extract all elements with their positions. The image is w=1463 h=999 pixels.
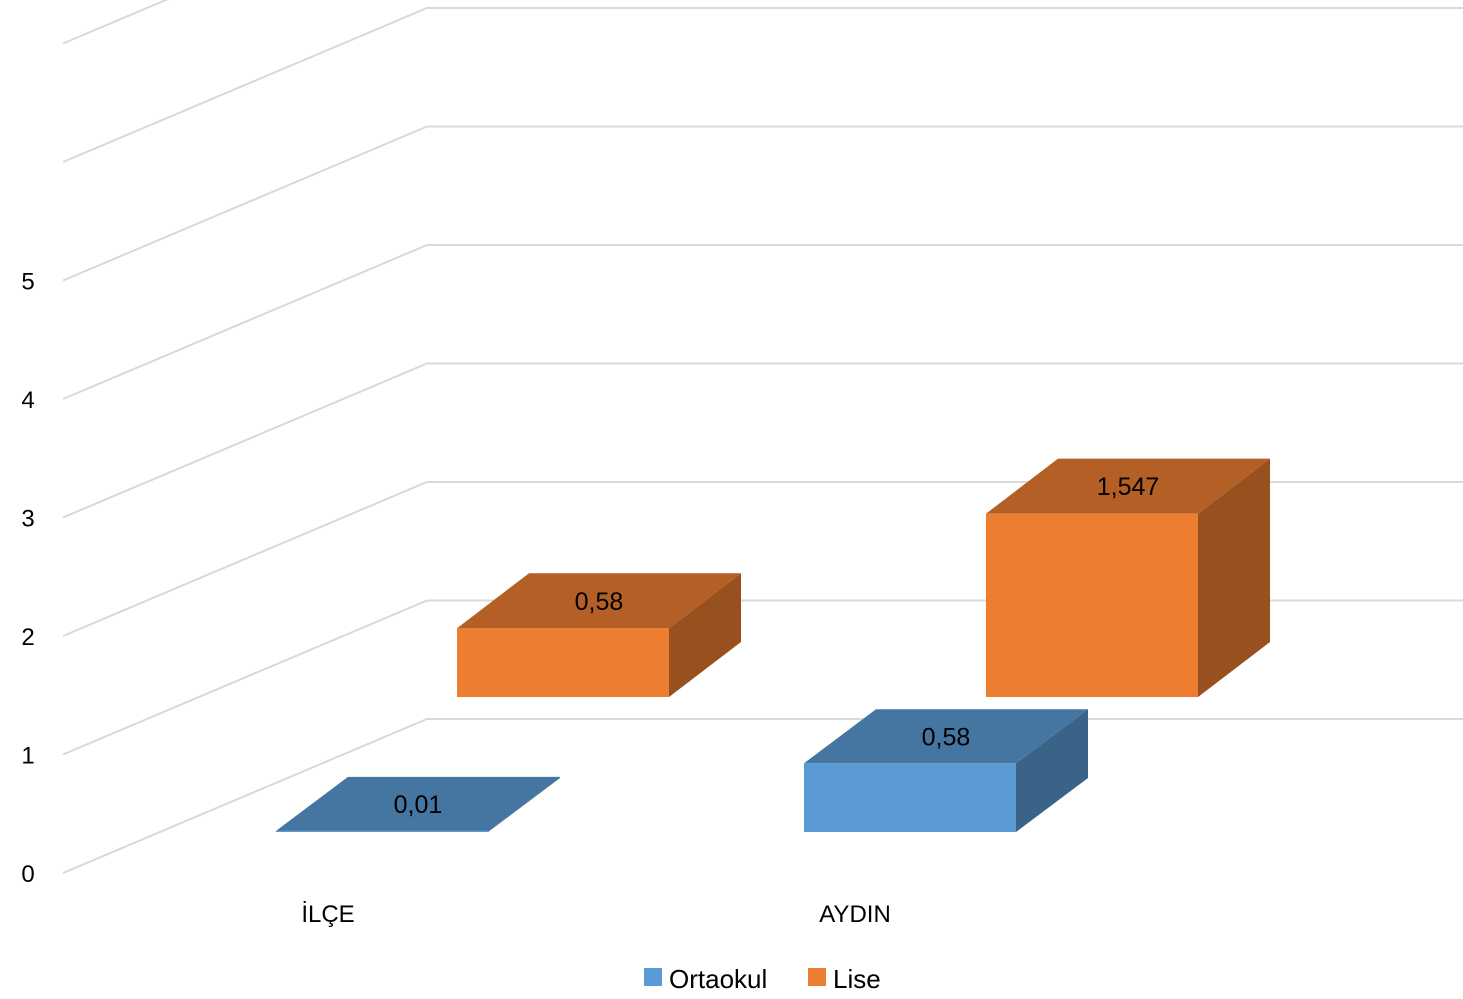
y-tick-label: 2 [21, 624, 34, 651]
bar-top [986, 458, 1270, 514]
y-tick-label: 3 [21, 506, 34, 533]
bar-side [1198, 458, 1270, 697]
bar-front [804, 763, 1016, 832]
bar-lise-1 [986, 458, 1270, 697]
bar-side [669, 573, 741, 697]
x-tick-label: İLÇE [301, 901, 354, 928]
legend-swatch [644, 968, 662, 986]
x-tick-label: AYDIN [819, 901, 891, 928]
gridline [62, 718, 1463, 874]
bar-top [457, 573, 741, 629]
gridline [62, 244, 1463, 400]
legend-label: Ortaokul [669, 964, 767, 994]
bar-top [276, 776, 560, 831]
gridline [62, 0, 169, 45]
data-label: 1,547 [1097, 473, 1160, 501]
y-tick-label: 0 [21, 861, 34, 888]
y-tick-label: 5 [21, 269, 34, 296]
data-label: 0,01 [394, 791, 443, 819]
gridline [62, 125, 1463, 282]
bar-front [986, 513, 1198, 697]
data-labels: 0,58 1,547 0,01 0,58 [394, 473, 1160, 819]
bar-top [804, 709, 1088, 764]
bars [276, 458, 1270, 832]
bar-lise-0 [457, 573, 741, 697]
legend: Ortaokul Lise [644, 964, 881, 994]
y-tick-label: 4 [21, 387, 34, 414]
y-tick-label: 1 [21, 743, 34, 770]
gridline [62, 362, 1463, 519]
bar-side [488, 776, 560, 832]
bar-ortaokul-1 [804, 709, 1088, 832]
legend-label: Lise [833, 964, 881, 994]
bar-front [276, 830, 488, 832]
bar-ortaokul-0 [276, 776, 560, 832]
data-label: 0,58 [922, 723, 971, 751]
gridline [62, 7, 1463, 163]
bar-front [457, 628, 669, 697]
bar-side [1016, 709, 1088, 832]
gridlines [62, 0, 1463, 874]
x-axis: İLÇE AYDIN [301, 901, 890, 928]
data-label: 0,58 [575, 588, 624, 616]
legend-swatch [808, 968, 826, 986]
y-axis: 0 1 2 3 4 5 [21, 269, 34, 889]
